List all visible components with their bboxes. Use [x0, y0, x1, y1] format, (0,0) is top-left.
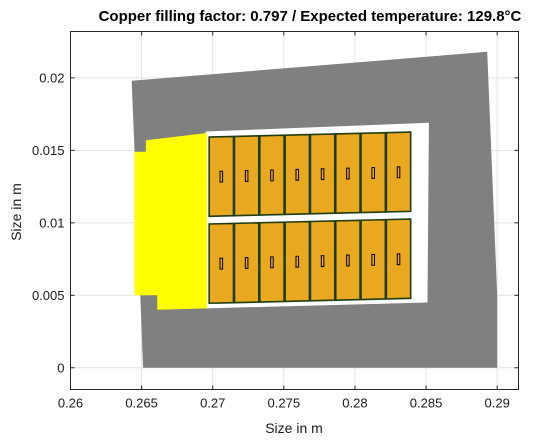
- conductor-row1-7: [360, 131, 387, 214]
- conductor-strand-mark: [320, 168, 325, 181]
- conductor-row1-6: [334, 132, 361, 215]
- chart-title: Copper filling factor: 0.797 / Expected …: [99, 8, 522, 25]
- conductor-row1-4: [284, 133, 311, 216]
- conductor-strand-mark: [371, 253, 375, 266]
- x-tick-label: 0.275: [268, 396, 301, 411]
- x-tick-label: 0.29: [485, 396, 510, 411]
- conductor-row1-2: [233, 134, 260, 217]
- conductor-row2-3: [258, 221, 285, 303]
- conductor-strand-mark: [295, 168, 300, 181]
- conductor-strand-mark: [219, 170, 224, 183]
- conductor-row2-7: [360, 218, 387, 301]
- x-axis-label: Size in m: [265, 420, 323, 436]
- conductor-row1-8: [385, 131, 412, 213]
- y-tick-label: 0.02: [39, 70, 64, 85]
- conductor-strand-mark: [396, 253, 401, 266]
- x-tick-label: 0.28: [342, 396, 367, 411]
- x-tick-label: 0.26: [58, 396, 83, 411]
- y-tick-label: 0: [57, 360, 64, 375]
- x-tick-label: 0.27: [200, 396, 225, 411]
- conductor-row2-4: [284, 220, 311, 303]
- conductor-strand-mark: [270, 256, 274, 269]
- conductor-strand-mark: [244, 170, 249, 182]
- conductor-strand-mark: [295, 255, 300, 268]
- patch-layer: [131, 51, 498, 368]
- conductor-strand-mark: [244, 257, 249, 269]
- conductor-row1-1: [208, 135, 235, 218]
- conductor-strand-mark: [320, 255, 325, 268]
- wedge-patch: [134, 132, 208, 310]
- tick-layer: 0.26 0.265 0.27 0.275 0.28 0.285 0.29 0 0.005 0.0…: [32, 31, 519, 411]
- axes-box: [70, 31, 519, 390]
- y-tick-label: 0.005: [32, 288, 65, 303]
- y-tick-label: 0.015: [32, 143, 65, 158]
- conductor-row2-6: [334, 219, 361, 301]
- x-tick-label: 0.265: [125, 396, 158, 411]
- conductor-row1-3: [258, 134, 285, 216]
- conductor-row2-5: [309, 220, 336, 302]
- conductor-row2-2: [233, 221, 260, 304]
- conductor-strand-mark: [396, 166, 401, 179]
- conductor-row1-5: [309, 133, 336, 215]
- conductor-strand-mark: [219, 257, 224, 270]
- y-tick-label: 0.01: [39, 215, 64, 230]
- conductor-strand-mark: [346, 167, 350, 180]
- conductor-strand-mark: [346, 254, 350, 267]
- conductor-row2-1: [208, 222, 235, 305]
- conductor-strand-mark: [270, 169, 274, 182]
- conductor-strand-mark: [371, 166, 375, 179]
- x-tick-label: 0.285: [410, 396, 443, 411]
- y-axis-label: Size in m: [8, 183, 24, 241]
- conductor-row2-8: [385, 218, 412, 300]
